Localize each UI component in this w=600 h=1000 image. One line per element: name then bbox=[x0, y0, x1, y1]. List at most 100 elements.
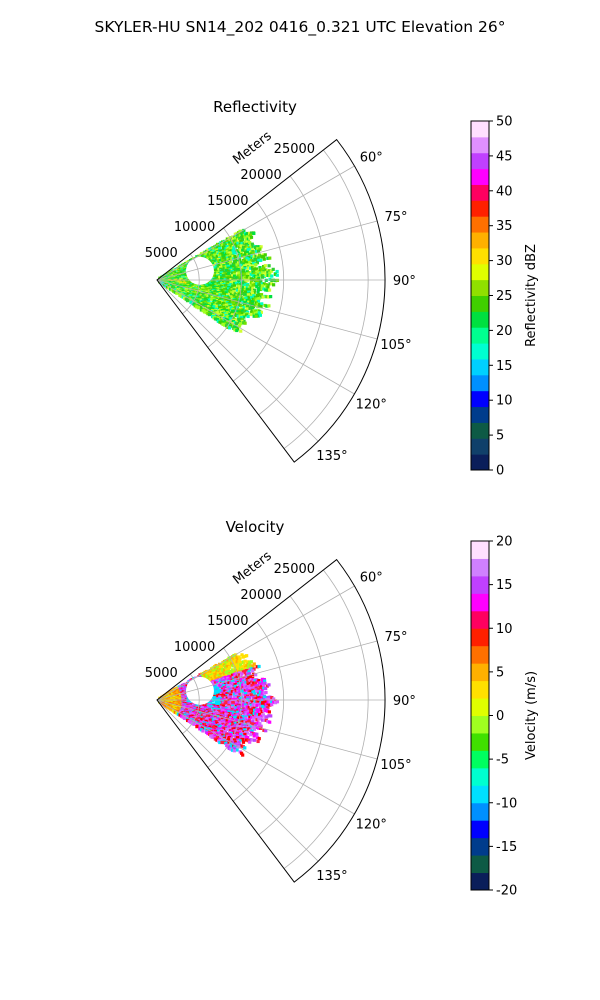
range-ring bbox=[258, 175, 327, 416]
colorbar-segment bbox=[471, 802, 489, 821]
azimuth-tick-label: 60° bbox=[360, 570, 383, 585]
colorbar-segment bbox=[471, 575, 489, 594]
colorbar-segment bbox=[471, 343, 489, 360]
colorbar: 0 5 10 15 20 25 30 35 40 45 50 Reflectivity dBZ bbox=[470, 115, 539, 479]
radial-tick-label: 15000 bbox=[207, 194, 248, 209]
colorbar-segment bbox=[471, 820, 489, 839]
velocity-panel: Velocity 60° 75° 90° 105° 120° 135° 5000 10000 15… bbox=[145, 518, 539, 899]
radial-tick-label: 5000 bbox=[145, 666, 178, 681]
colorbar-tick-label: 25 bbox=[496, 289, 513, 304]
reflectivity-panel: Reflectivity60°75°90°105°120°135°5000100… bbox=[145, 98, 539, 479]
colorbar-segment bbox=[471, 732, 489, 751]
colorbar: -20 -15 -10 -5 0 5 10 15 20 Velocity (m/s) bbox=[470, 535, 539, 899]
colorbar-tick-label: 45 bbox=[496, 149, 513, 164]
reflectivity-title: Reflectivity bbox=[213, 98, 297, 116]
colorbar-segment bbox=[471, 698, 489, 716]
polar-grid bbox=[156, 149, 385, 449]
azimuth-tick-label: 105° bbox=[380, 338, 411, 353]
azimuth-tick-label: 75° bbox=[384, 210, 407, 225]
colorbar-segment bbox=[471, 872, 489, 891]
colorbar-tick-label: 35 bbox=[496, 219, 513, 234]
colorbar-tick-label: 0 bbox=[496, 709, 504, 724]
colorbar-segment bbox=[471, 837, 489, 856]
colorbar-segment bbox=[471, 422, 489, 439]
colorbar-segment bbox=[471, 645, 489, 664]
colorbar-segment bbox=[471, 279, 489, 296]
colorbar-segment bbox=[471, 358, 489, 376]
colorbar-tick-label: 20 bbox=[496, 535, 513, 550]
colorbar-tick-label: -10 bbox=[496, 796, 517, 811]
range-ring bbox=[232, 201, 285, 382]
colorbar-segment bbox=[471, 663, 489, 682]
colorbar-segment bbox=[471, 263, 489, 281]
colorbar-segment bbox=[471, 541, 489, 559]
colorbar-segment bbox=[471, 232, 489, 249]
azimuth-tick-label: 105° bbox=[380, 758, 411, 773]
colorbar-segment bbox=[471, 121, 489, 138]
radial-tick-label: 10000 bbox=[174, 640, 215, 655]
colorbar-tick-label: 20 bbox=[496, 324, 513, 339]
colorbar-segment bbox=[471, 136, 489, 154]
azimuth-tick-label: 75° bbox=[384, 630, 407, 645]
colorbar-segment bbox=[471, 558, 489, 577]
colorbar-tick-label: 5 bbox=[496, 665, 504, 680]
range-ring bbox=[182, 673, 200, 735]
colorbar-segment bbox=[471, 168, 489, 185]
radial-tick-label: 10000 bbox=[174, 220, 215, 235]
azimuth-tick-label: 90° bbox=[393, 274, 416, 289]
colorbar-segment bbox=[471, 247, 489, 265]
radial-axis-label: Meters bbox=[230, 549, 274, 588]
colorbar-tick-label: 0 bbox=[496, 464, 504, 479]
velocity-title: Velocity bbox=[226, 518, 285, 536]
colorbar-tick-label: 15 bbox=[496, 578, 513, 593]
colorbar-segment bbox=[471, 200, 489, 217]
colorbar-tick-label: -5 bbox=[496, 753, 509, 768]
polar-grid bbox=[156, 569, 385, 869]
colorbar-segment bbox=[471, 295, 489, 312]
azimuth-tick-label: 120° bbox=[356, 398, 387, 413]
range-ring bbox=[283, 149, 369, 449]
colorbar-tick-label: 10 bbox=[496, 394, 513, 409]
radial-tick-label: 15000 bbox=[207, 614, 248, 629]
azimuth-spoke bbox=[156, 220, 378, 281]
azimuth-tick-label: 135° bbox=[316, 869, 347, 884]
figure-suptitle: SKYLER-HU SN14_202 0416_0.321 UTC Elevat… bbox=[95, 18, 506, 37]
colorbar-segment bbox=[471, 390, 489, 408]
echo-field bbox=[158, 653, 280, 757]
range-ring bbox=[258, 595, 327, 836]
colorbar-tick-label: 15 bbox=[496, 359, 513, 374]
range-ring bbox=[182, 253, 200, 315]
radial-tick-label: 5000 bbox=[145, 246, 178, 261]
azimuth-spoke bbox=[156, 699, 319, 862]
colorbar-segment bbox=[471, 628, 489, 647]
colorbar-segment bbox=[471, 406, 489, 423]
colorbar-tick-label: -15 bbox=[496, 840, 517, 855]
range-ring bbox=[207, 227, 242, 348]
colorbar-segment bbox=[471, 610, 489, 629]
radial-axis-label: Meters bbox=[230, 129, 274, 168]
colorbar-label: Reflectivity dBZ bbox=[524, 244, 539, 347]
azimuth-spoke bbox=[156, 279, 319, 442]
colorbar-tick-label: 5 bbox=[496, 429, 504, 444]
colorbar-segment bbox=[471, 152, 489, 170]
range-ring bbox=[232, 621, 285, 802]
colorbar-label: Velocity (m/s) bbox=[524, 671, 539, 760]
colorbar-segment bbox=[471, 750, 489, 769]
radial-tick-label: 25000 bbox=[274, 562, 315, 577]
colorbar-segment bbox=[471, 767, 489, 786]
azimuth-tick-label: 90° bbox=[393, 694, 416, 709]
colorbar-segment bbox=[471, 184, 489, 201]
colorbar-segment bbox=[471, 680, 489, 699]
sector-frame bbox=[156, 558, 386, 883]
azimuth-tick-label: 120° bbox=[356, 818, 387, 833]
colorbar-segment bbox=[471, 855, 489, 874]
azimuth-spoke bbox=[156, 279, 378, 340]
colorbar-segment bbox=[471, 454, 489, 471]
colorbar-tick-label: -20 bbox=[496, 884, 517, 899]
colorbar-segment bbox=[471, 311, 489, 328]
sector-frame bbox=[156, 138, 386, 463]
colorbar-tick-label: 30 bbox=[496, 254, 513, 269]
azimuth-spoke bbox=[156, 640, 378, 701]
azimuth-tick-label: 60° bbox=[360, 150, 383, 165]
